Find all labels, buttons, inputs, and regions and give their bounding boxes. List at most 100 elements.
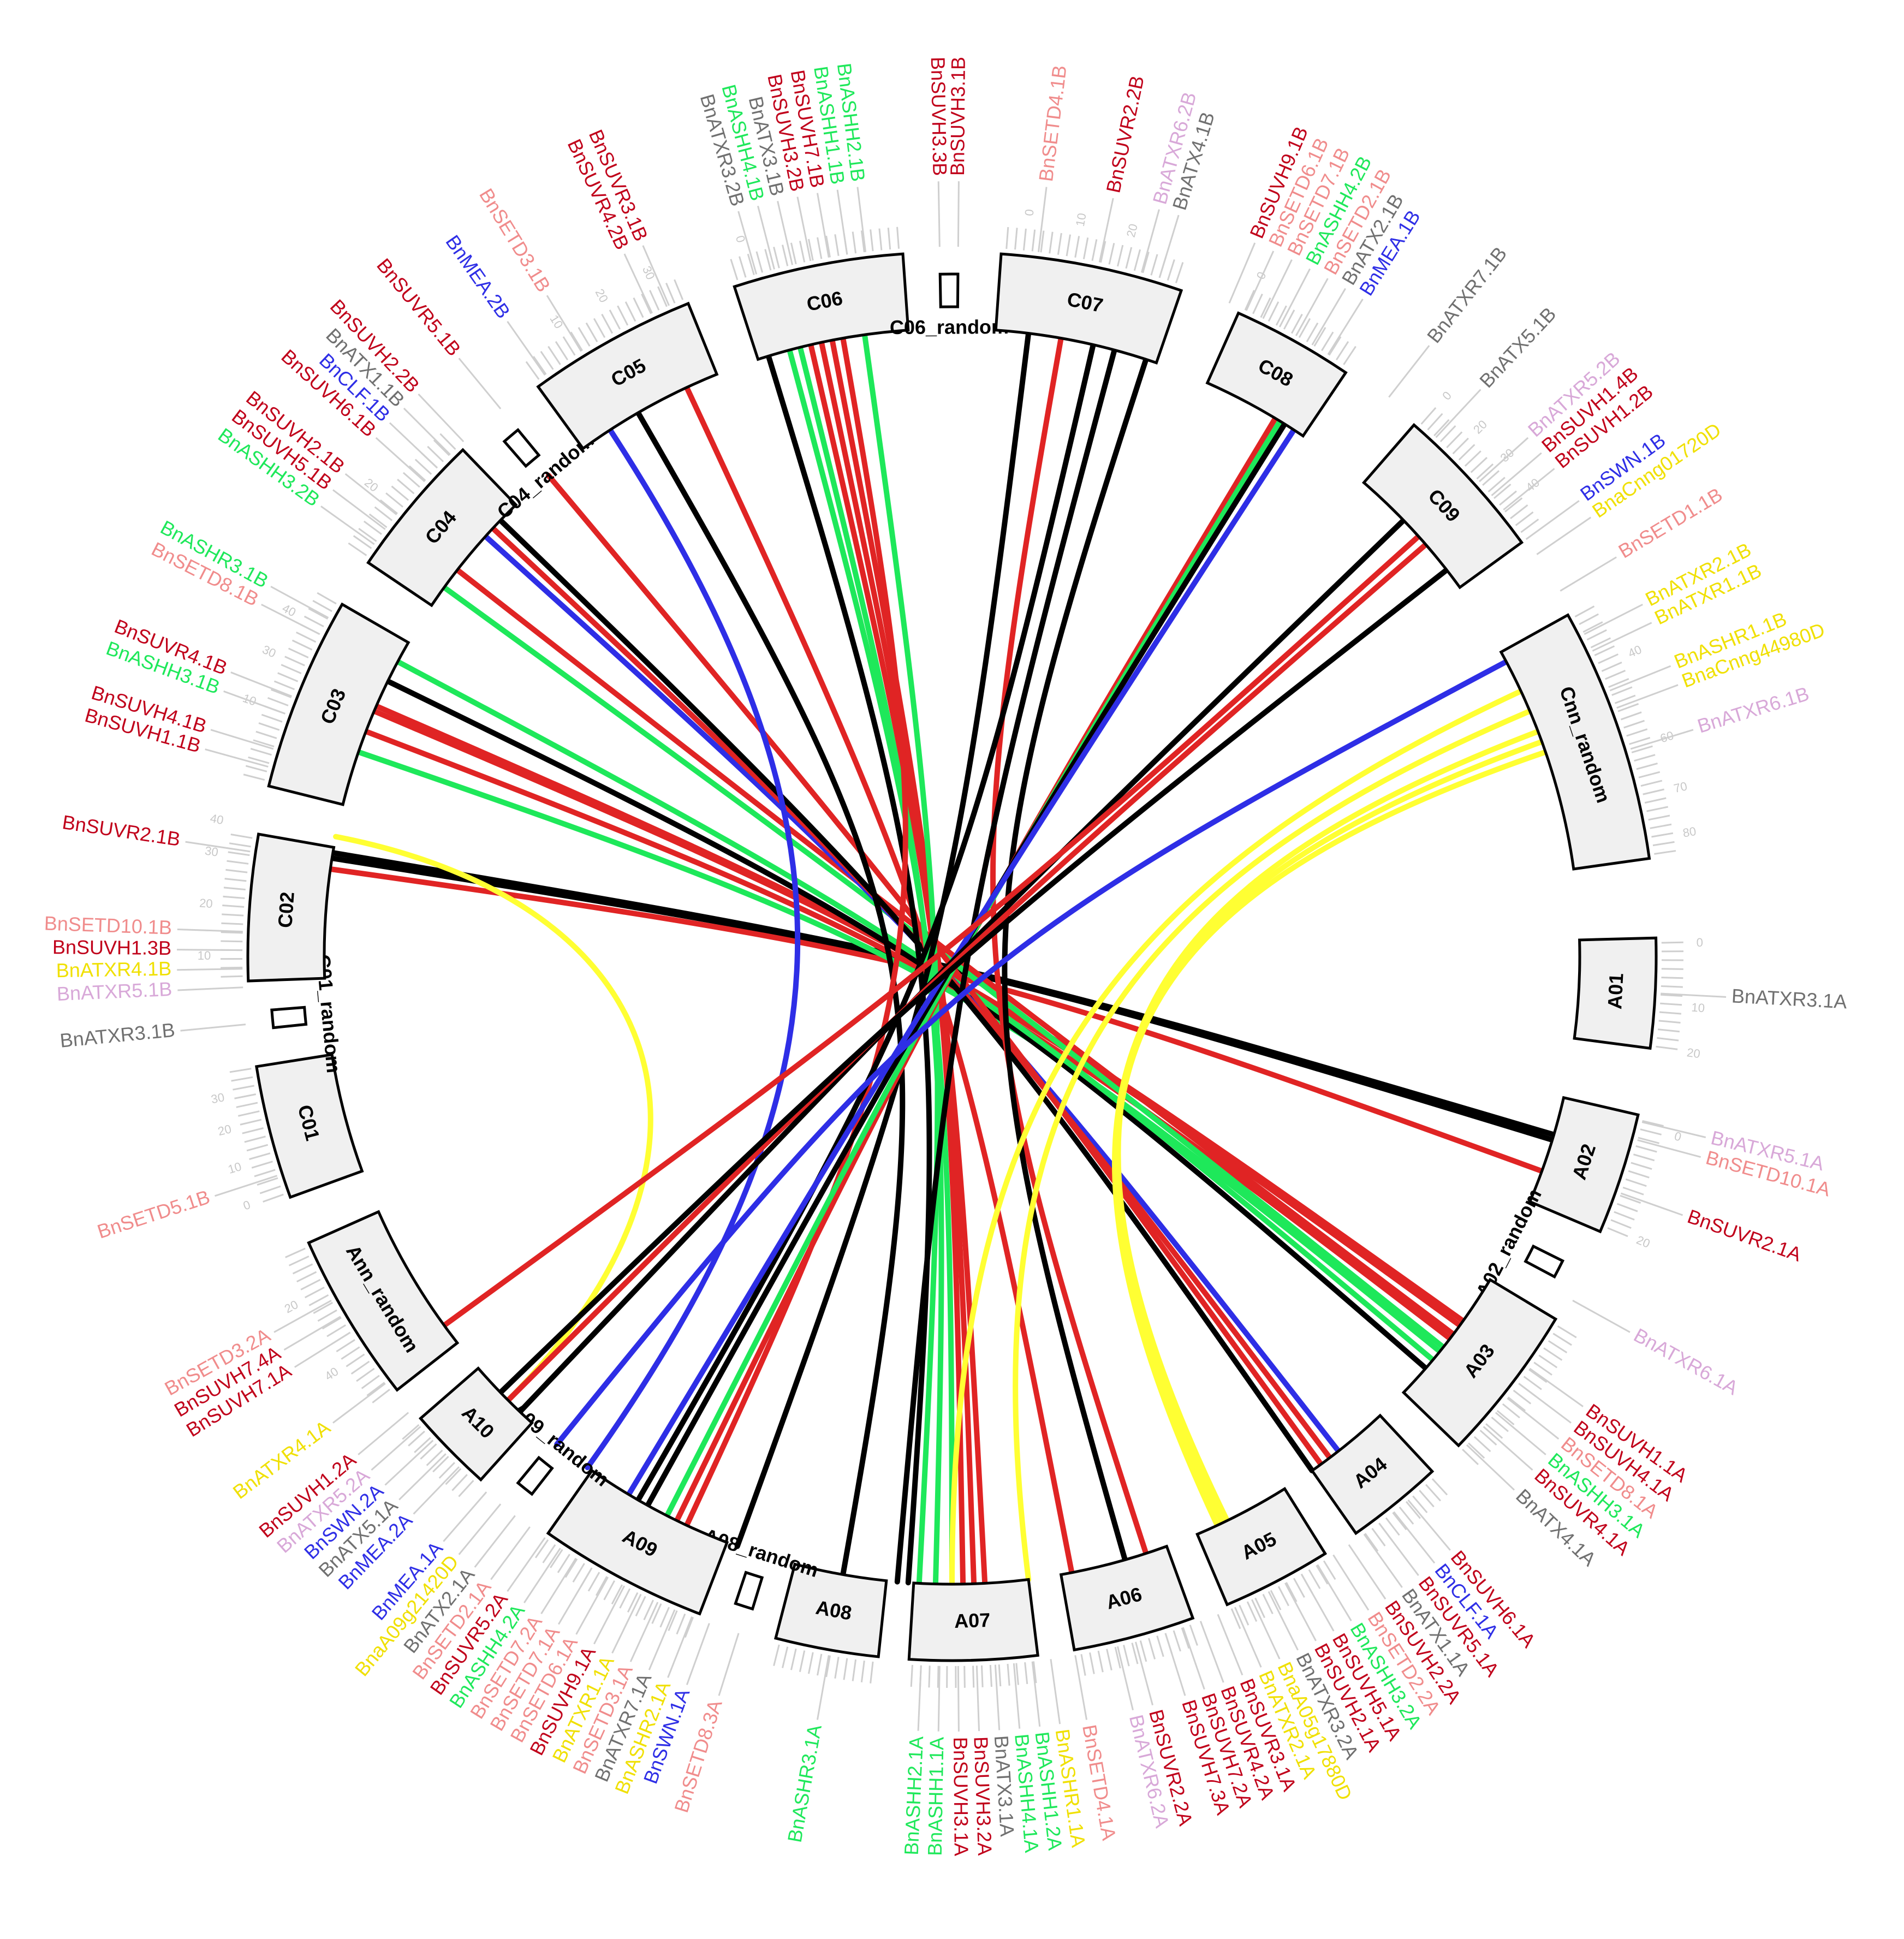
scale-tick xyxy=(1371,1527,1386,1547)
chromosome-C04-band xyxy=(366,448,518,608)
scale-tick xyxy=(1313,327,1326,347)
gene-leader-line xyxy=(205,748,269,768)
scale-tick xyxy=(221,966,243,969)
gene-label-text: BnSUVH1.3B xyxy=(52,936,171,959)
scale-tick xyxy=(1049,231,1054,254)
scale-tick xyxy=(674,279,684,300)
scale-tick xyxy=(635,1596,646,1617)
scale-tick xyxy=(1089,1652,1095,1674)
gene-leader-line xyxy=(1529,1367,1584,1407)
gene-label-text: BnATXR3.1A xyxy=(1731,984,1847,1013)
scale-tick xyxy=(221,931,243,934)
scale-tick xyxy=(1150,254,1158,276)
gene-leader-line xyxy=(1234,1607,1262,1668)
scale-tick-label: 20 xyxy=(199,896,213,911)
scale-tick xyxy=(1538,1354,1558,1369)
gene-leader-line xyxy=(283,1316,341,1351)
gene-leader-line xyxy=(1518,1383,1572,1424)
scale-tick xyxy=(1239,1604,1249,1626)
scale-tick xyxy=(1114,1646,1121,1669)
scale-tick xyxy=(224,878,247,882)
scale-tick-label: 30 xyxy=(260,643,278,661)
scale-tick xyxy=(1548,1340,1568,1354)
gene-leader-line xyxy=(1050,1659,1061,1724)
scale-tick xyxy=(773,247,780,269)
scale-tick xyxy=(246,1144,269,1152)
scale-tick xyxy=(1057,233,1062,255)
scale-tick xyxy=(641,293,652,314)
gene-leader-line xyxy=(1245,251,1275,311)
gene-leader-line xyxy=(261,603,320,635)
gene-leader-line xyxy=(1560,556,1617,592)
scale-tick xyxy=(595,1576,608,1596)
scale-tick xyxy=(624,301,636,322)
chromosome-C06-band xyxy=(733,252,910,361)
scale-tick xyxy=(397,479,415,495)
gene-leader-line xyxy=(273,1299,332,1333)
gene-label-text: BnATXR7.1B xyxy=(1423,242,1511,347)
scale-tick xyxy=(550,1549,563,1568)
gene-leader-line xyxy=(1536,516,1592,555)
gene-leader-line xyxy=(1620,1192,1683,1216)
chromosome-A10: A10 xyxy=(418,1366,534,1482)
scale-tick xyxy=(408,465,426,481)
link-42 xyxy=(949,688,1524,1587)
scale-tick xyxy=(254,1169,276,1177)
gene-leader-line xyxy=(1251,1599,1281,1660)
scale-tick xyxy=(1316,1565,1329,1585)
scale-tick xyxy=(350,1360,370,1375)
chromosome-C07-band xyxy=(994,252,1183,365)
scale-tick xyxy=(1657,1028,1680,1033)
gene-label-text: BnMEA.2B xyxy=(441,231,515,323)
scale-tick xyxy=(336,1339,355,1353)
scale-tick xyxy=(445,1468,462,1485)
chromosome-C01r-band xyxy=(270,1006,308,1030)
gene-leader-line xyxy=(1641,1121,1706,1138)
scale-tick xyxy=(825,235,831,258)
gene-leader-line xyxy=(593,1585,626,1645)
scale-tick xyxy=(1323,1560,1336,1580)
scale-tick xyxy=(317,1309,337,1322)
chromosome-A06: A06 xyxy=(1059,1544,1195,1652)
scale-tick xyxy=(379,499,398,515)
scale-tick xyxy=(1244,290,1255,311)
scale-tick-label: 70 xyxy=(1673,779,1688,795)
scale-tick xyxy=(1608,678,1629,688)
gene-leader-line xyxy=(523,1548,561,1603)
gene-leader-line xyxy=(332,489,386,530)
scale-tick xyxy=(1631,1162,1652,1170)
scale-tick xyxy=(1156,1635,1164,1657)
scale-tick xyxy=(231,1076,253,1082)
gene-leader-line xyxy=(344,473,397,515)
scale-tick xyxy=(1633,1153,1655,1162)
scale-tick xyxy=(1510,504,1528,520)
scale-tick xyxy=(548,346,561,365)
chromosome-A01: A01 xyxy=(1573,936,1658,1050)
scale-tick xyxy=(989,1665,992,1687)
scale-tick xyxy=(348,542,367,556)
gene-label-text: BnSUVR2.2B xyxy=(1102,74,1148,195)
gene-label-text: BnSUVH3.2A xyxy=(969,1736,996,1855)
scale-tick-label: 20 xyxy=(1686,1045,1701,1061)
gene-leader-line xyxy=(1630,729,1694,750)
scale-tick-label: 20 xyxy=(593,287,611,305)
gene-leader-line xyxy=(1013,1663,1021,1729)
gene-leader-line xyxy=(540,1557,577,1615)
gene-leader-line xyxy=(1217,1614,1243,1676)
scale-tick xyxy=(372,1389,390,1403)
gene-leader-line xyxy=(757,205,775,270)
link-38 xyxy=(441,533,1421,1328)
gene-leader-line xyxy=(1466,1444,1515,1491)
chromosome-Cnnr: Cnn_random xyxy=(1499,613,1651,871)
gene-leader-line xyxy=(667,1616,693,1678)
scale-tick xyxy=(432,1455,449,1473)
gene-leader-line xyxy=(1332,1554,1370,1611)
gene-leader-line xyxy=(796,197,812,261)
scale-tick xyxy=(1652,841,1675,847)
scale-tick xyxy=(284,656,305,667)
scale-tick xyxy=(1485,1423,1503,1439)
gene-leader-line xyxy=(371,1426,421,1471)
scale-tick xyxy=(643,1599,654,1621)
scale-tick xyxy=(1594,645,1615,656)
gene-leader-line xyxy=(384,1440,434,1486)
